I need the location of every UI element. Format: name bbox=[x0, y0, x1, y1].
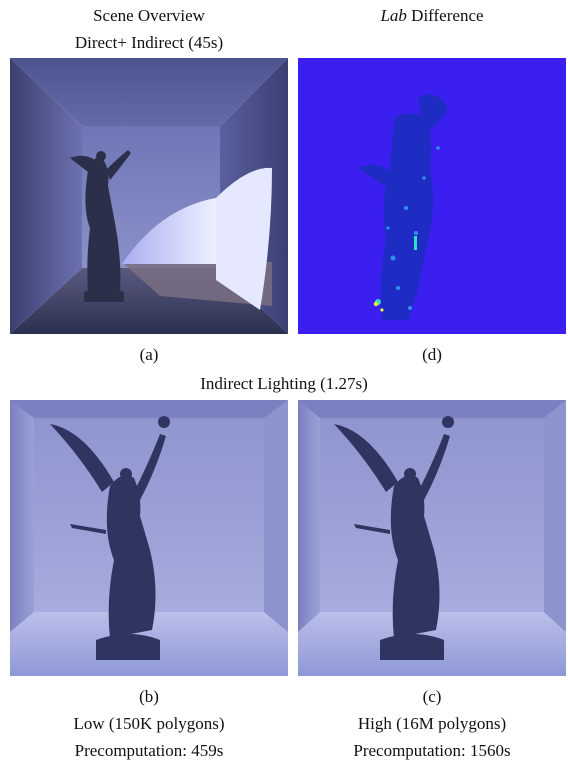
label-c: (c) bbox=[422, 687, 442, 706]
lab-word: Lab bbox=[380, 6, 407, 25]
label-b: (b) bbox=[139, 687, 159, 706]
difference-word: Difference bbox=[406, 6, 484, 25]
caption-c-precomputation: Precomputation: 1560s bbox=[353, 741, 511, 760]
caption-c-polygons: High (16M polygons) bbox=[357, 714, 507, 733]
direct-indirect-subtitle: Direct+ Indirect (45s) bbox=[74, 33, 224, 52]
scene-overview-title: Scene Overview bbox=[93, 6, 205, 25]
panel-c-high-poly bbox=[298, 400, 566, 676]
label-d: (d) bbox=[422, 345, 442, 364]
caption-b-polygons: Low (150K polygons) bbox=[73, 714, 225, 733]
lab-difference-title: Lab Difference bbox=[298, 6, 566, 26]
indirect-lighting-title: Indirect Lighting (1.27s) bbox=[200, 374, 368, 393]
panel-a-scene-overview bbox=[10, 58, 288, 334]
panel-d-lab-difference bbox=[298, 58, 566, 334]
label-a: (a) bbox=[139, 345, 159, 364]
caption-b-precomputation: Precomputation: 459s bbox=[74, 741, 224, 760]
panel-b-low-poly bbox=[10, 400, 288, 676]
